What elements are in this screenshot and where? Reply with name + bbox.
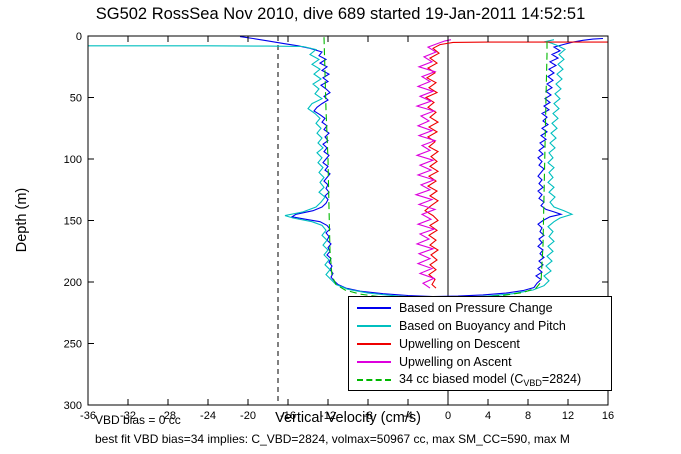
- legend-item-label: Upwelling on Ascent: [399, 354, 512, 369]
- series-upwelling_descent: [424, 41, 608, 289]
- legend-line-swatch: [357, 378, 391, 381]
- legend-line-swatch: [357, 306, 391, 309]
- x-tick-label: -12: [320, 410, 336, 422]
- x-axis-label: Vertical Velocity (cm/s): [275, 410, 421, 426]
- chart-title: SG502 RossSea Nov 2010, dive 689 started…: [95, 5, 586, 23]
- series-upwelling_ascent: [414, 39, 452, 289]
- x-tick-label: -4: [403, 410, 413, 422]
- x-tick-label: -16: [280, 410, 296, 422]
- legend-item-label: Based on Pressure Change: [399, 300, 553, 315]
- legend: Based on Pressure Change Based on Buoyan…: [348, 296, 612, 391]
- legend-item: Upwelling on Descent: [349, 335, 611, 352]
- legend-line-swatch: [357, 360, 391, 363]
- legend-item: Based on Buoyancy and Pitch: [349, 317, 611, 334]
- y-tick-label: 50: [70, 93, 82, 105]
- series-w_buoyancy_pitch: [88, 39, 574, 299]
- y-tick-label: 0: [76, 31, 82, 43]
- y-axis-label: Depth (m): [14, 187, 30, 253]
- legend-line-swatch: [357, 342, 391, 345]
- series-model: [323, 37, 548, 300]
- x-tick-label: 12: [562, 410, 574, 422]
- legend-item-label: Upwelling on Descent: [399, 336, 520, 351]
- x-tick-label: -28: [160, 410, 176, 422]
- x-tick-label: -20: [240, 410, 256, 422]
- legend-item: 34 cc biased model (CVBD=2824): [349, 371, 611, 388]
- y-tick-label: 250: [64, 339, 82, 351]
- x-tick-label: -36: [80, 410, 96, 422]
- y-tick-label: 300: [64, 400, 82, 412]
- legend-item-label: Based on Buoyancy and Pitch: [399, 318, 566, 333]
- y-tick-label: 150: [64, 216, 82, 228]
- x-tick-label: 16: [602, 410, 614, 422]
- x-tick-label: 8: [525, 410, 531, 422]
- x-tick-label: 4: [485, 410, 491, 422]
- y-tick-label: 100: [64, 154, 82, 166]
- legend-item: Based on Pressure Change: [349, 299, 611, 316]
- y-tick-label: 200: [64, 277, 82, 289]
- x-tick-label: -8: [363, 410, 373, 422]
- legend-line-swatch: [357, 324, 391, 327]
- x-tick-label: 0: [445, 410, 451, 422]
- x-tick-label: -32: [120, 410, 136, 422]
- legend-item: Upwelling on Ascent: [349, 353, 611, 370]
- vbd-bias-annotation: VBD bias = 0 cc: [95, 413, 181, 427]
- legend-item-label: 34 cc biased model (CVBD=2824): [399, 371, 582, 388]
- best-fit-annotation: best fit VBD bias=34 implies: C_VBD=2824…: [95, 432, 570, 446]
- x-tick-label: -24: [200, 410, 216, 422]
